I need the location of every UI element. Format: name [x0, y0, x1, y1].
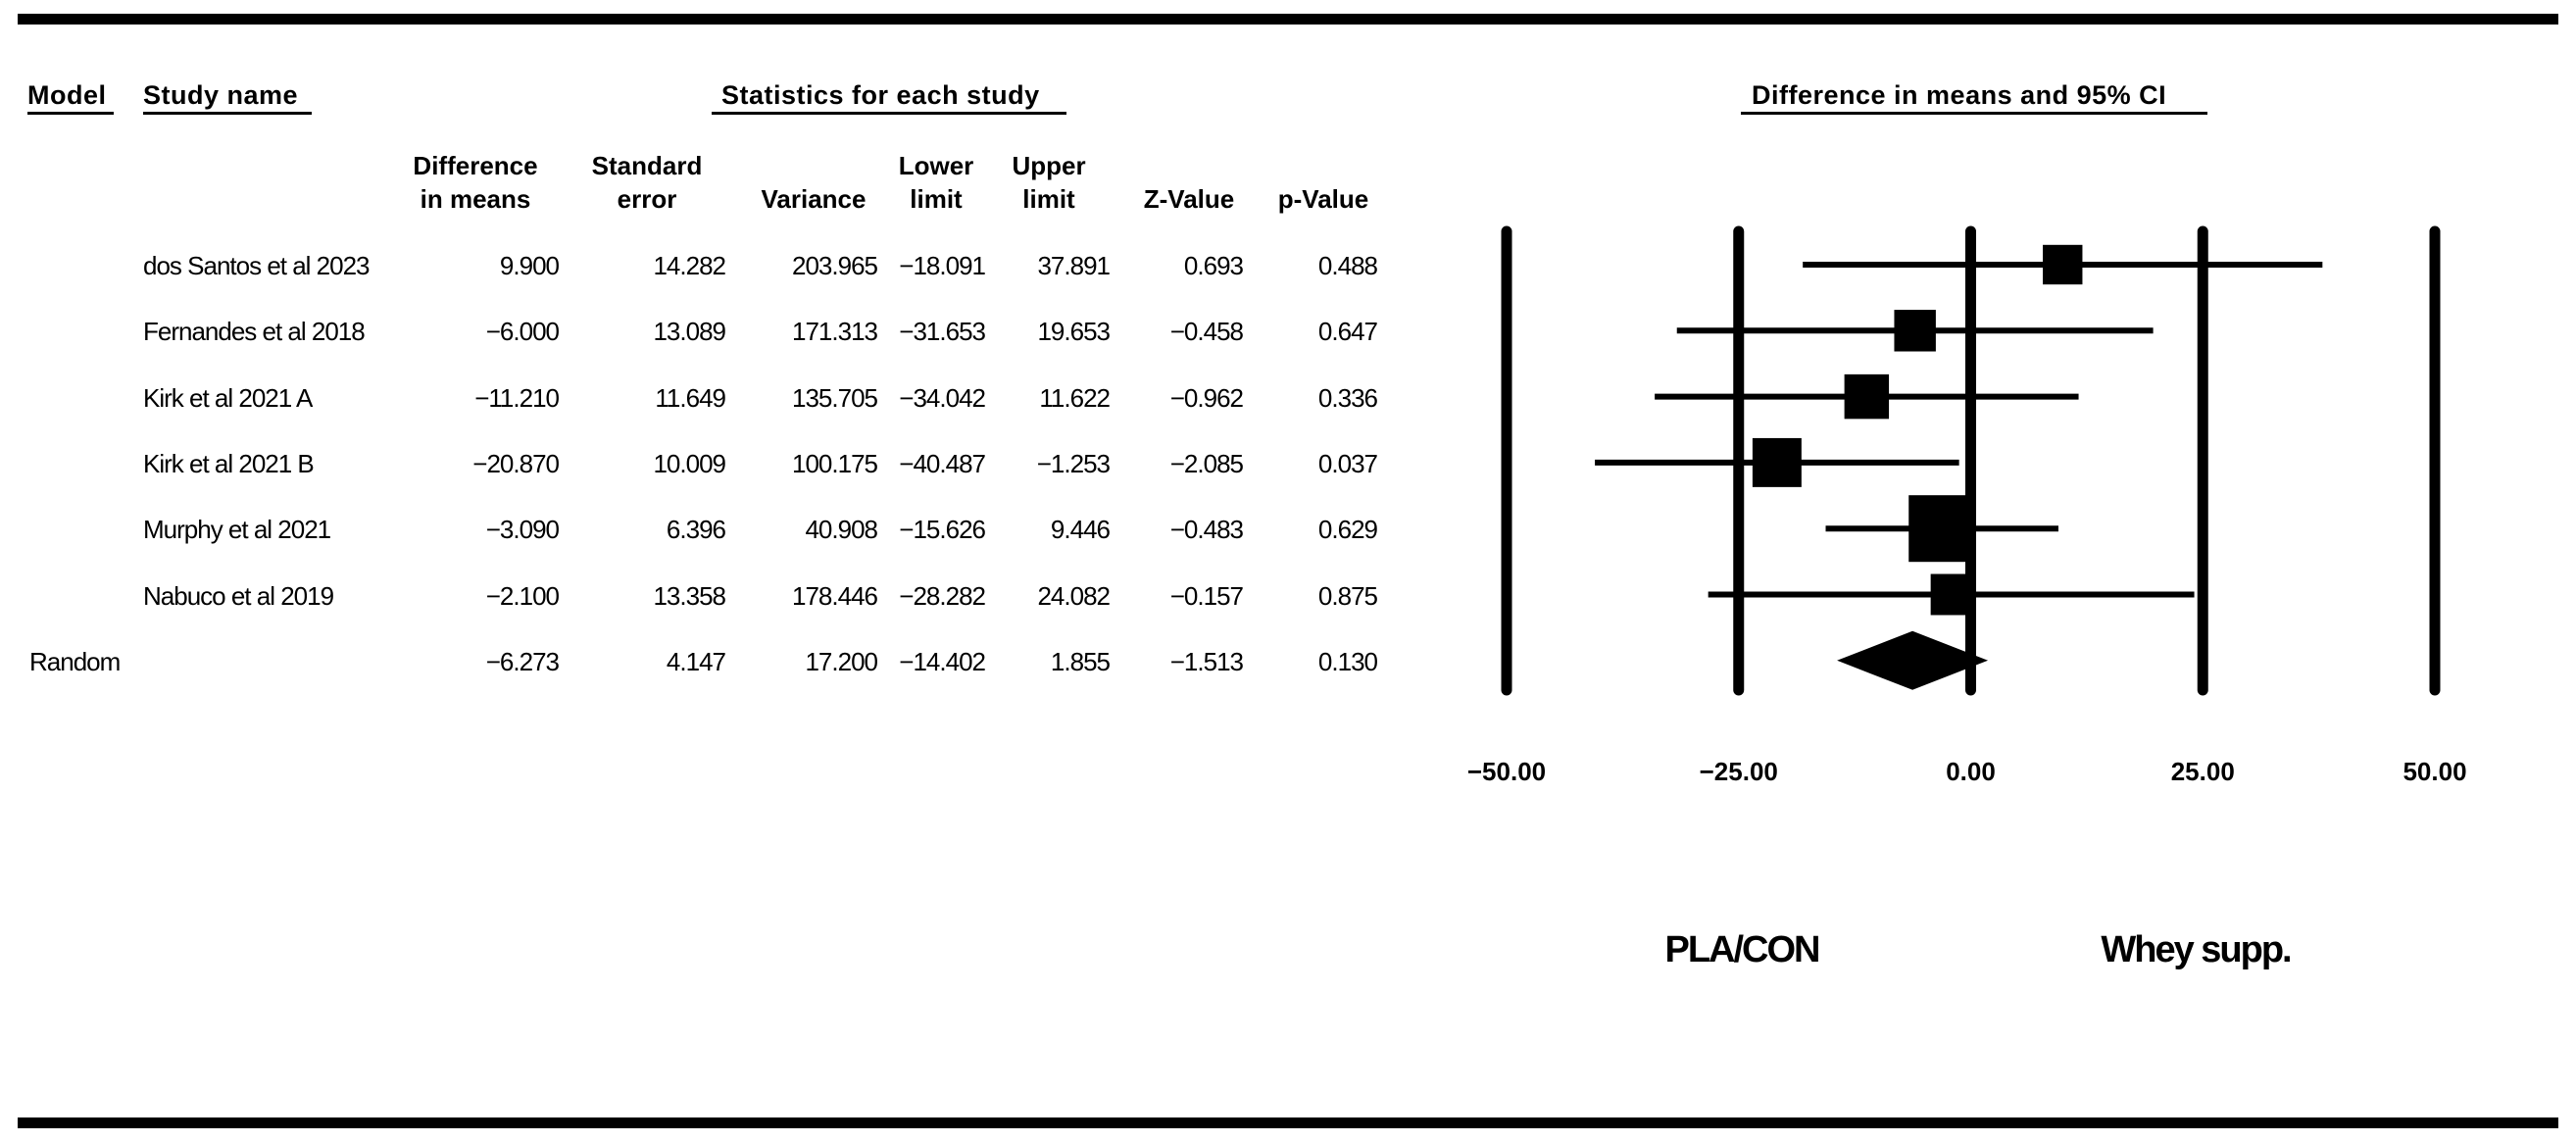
effect-square: [1908, 495, 1976, 563]
cell-study-name: Kirk et al 2021 A: [143, 382, 313, 413]
cell-upper-limit: 9.446: [1050, 515, 1111, 545]
col-header-diff: Difference in means: [392, 149, 559, 216]
cell-p-value: 0.647: [1317, 317, 1378, 347]
cell-standard-error: 13.358: [653, 580, 726, 611]
cell-upper-limit: 24.082: [1037, 580, 1111, 611]
col-header-diff-line1: Difference: [413, 151, 538, 180]
plot-title-underline: [1741, 112, 2207, 115]
favours-left-label: PLA/CON: [1664, 929, 1821, 970]
col-header-lower-line2: limit: [910, 184, 963, 214]
col-header-se-line1: Standard: [591, 151, 703, 180]
cell-lower-limit: −40.487: [899, 448, 986, 478]
cell-study-name: dos Santos et al 2023: [143, 251, 371, 280]
effect-square: [1752, 437, 1802, 487]
x-tick-label: −25.00: [1699, 757, 1778, 786]
cell-p-value: 0.037: [1317, 448, 1378, 478]
effect-square: [1844, 373, 1890, 420]
cell-p-value: 0.875: [1317, 580, 1378, 611]
cell-diff-in-means: −20.870: [472, 448, 560, 478]
cell-z-value: −0.458: [1169, 317, 1244, 347]
cell-z-value: −0.483: [1169, 515, 1244, 545]
cell-variance: 100.175: [792, 448, 878, 478]
cell-diff-in-means: −3.090: [485, 515, 560, 545]
x-tick-label: 0.00: [1946, 757, 1996, 786]
summary-diamond: [1837, 630, 1989, 690]
top-rule: [18, 14, 2558, 25]
col-header-diff-line2: in means: [420, 184, 531, 214]
bottom-rule: [18, 1117, 2558, 1128]
study-name-header: Study name: [143, 80, 299, 110]
cell-variance: 135.705: [792, 382, 878, 413]
cell-z-value: −1.513: [1169, 646, 1244, 676]
cell-diff-in-means: 9.900: [499, 251, 560, 280]
study-name-header-underline: [143, 112, 312, 115]
plot-title: Difference in means and 95% CI: [1752, 80, 2167, 110]
col-header-z-line2: Z-Value: [1143, 184, 1235, 214]
cell-lower-limit: −34.042: [899, 382, 986, 413]
cell-z-value: −2.085: [1169, 448, 1244, 478]
cell-upper-limit: 1.855: [1050, 646, 1111, 676]
col-header-variance: Variance: [745, 149, 882, 216]
cell-diff-in-means: −6.273: [485, 646, 560, 676]
cell-variance: 40.908: [805, 515, 878, 545]
cell-variance: 17.200: [805, 646, 878, 676]
x-tick-label: 50.00: [2403, 757, 2467, 786]
cell-lower-limit: −15.626: [899, 515, 986, 545]
cell-upper-limit: 37.891: [1037, 251, 1111, 280]
cell-standard-error: 6.396: [666, 515, 726, 545]
statistics-header: Statistics for each study: [721, 80, 1040, 110]
cell-lower-limit: −14.402: [899, 646, 986, 676]
cell-lower-limit: −28.282: [899, 580, 986, 611]
cell-study-name: Murphy et al 2021: [143, 515, 331, 545]
cell-z-value: −0.157: [1169, 580, 1244, 611]
col-header-upper: Upper limit: [995, 149, 1103, 216]
cell-z-value: −0.962: [1169, 382, 1244, 413]
cell-upper-limit: −1.253: [1036, 448, 1111, 478]
cell-p-value: 0.336: [1317, 382, 1378, 413]
cell-lower-limit: −18.091: [899, 251, 986, 280]
favours-right-label: Whey supp.: [2101, 929, 2292, 970]
cell-standard-error: 13.089: [653, 317, 726, 347]
model-header-underline: [27, 112, 114, 115]
cell-z-value: 0.693: [1183, 251, 1244, 280]
cell-lower-limit: −31.653: [899, 317, 986, 347]
cell-upper-limit: 19.653: [1037, 317, 1111, 347]
x-tick-label: 25.00: [2170, 757, 2235, 786]
col-header-lower: Lower limit: [882, 149, 990, 216]
col-header-p: p-Value: [1260, 149, 1387, 216]
cell-study-name: Nabuco et al 2019: [143, 580, 334, 611]
cell-diff-in-means: −11.210: [474, 382, 560, 413]
cell-p-value: 0.130: [1317, 646, 1378, 676]
col-header-p-line2: p-Value: [1277, 184, 1369, 214]
col-header-upper-line2: limit: [1022, 184, 1075, 214]
cell-model: Random: [29, 646, 121, 676]
effect-square: [1894, 310, 1936, 352]
cell-study-name: Kirk et al 2021 B: [143, 448, 315, 478]
cell-study-name: Fernandes et al 2018: [143, 317, 366, 347]
x-tick-label: −50.00: [1466, 757, 1547, 786]
cell-upper-limit: 11.622: [1039, 382, 1111, 413]
statistics-header-underline: [712, 112, 1066, 115]
cell-diff-in-means: −6.000: [485, 317, 560, 347]
col-header-lower-line1: Lower: [898, 151, 974, 180]
cell-variance: 203.965: [792, 251, 878, 280]
cell-variance: 178.446: [792, 580, 878, 611]
col-header-variance-line2: Variance: [761, 184, 867, 214]
effect-square: [2043, 244, 2083, 285]
cell-standard-error: 14.282: [653, 251, 726, 280]
model-header: Model: [27, 80, 107, 110]
cell-p-value: 0.488: [1317, 251, 1378, 280]
col-header-upper-line1: Upper: [1012, 151, 1086, 180]
col-header-z: Z-Value: [1125, 149, 1253, 216]
col-header-se: Standard error: [573, 149, 720, 216]
cell-standard-error: 11.649: [655, 382, 726, 413]
cell-standard-error: 10.009: [653, 448, 726, 478]
col-header-se-line2: error: [617, 184, 677, 214]
effect-square: [1930, 573, 1972, 616]
cell-diff-in-means: −2.100: [485, 580, 560, 611]
cell-p-value: 0.629: [1317, 515, 1378, 545]
cell-variance: 171.313: [792, 317, 878, 347]
cell-standard-error: 4.147: [666, 646, 726, 676]
